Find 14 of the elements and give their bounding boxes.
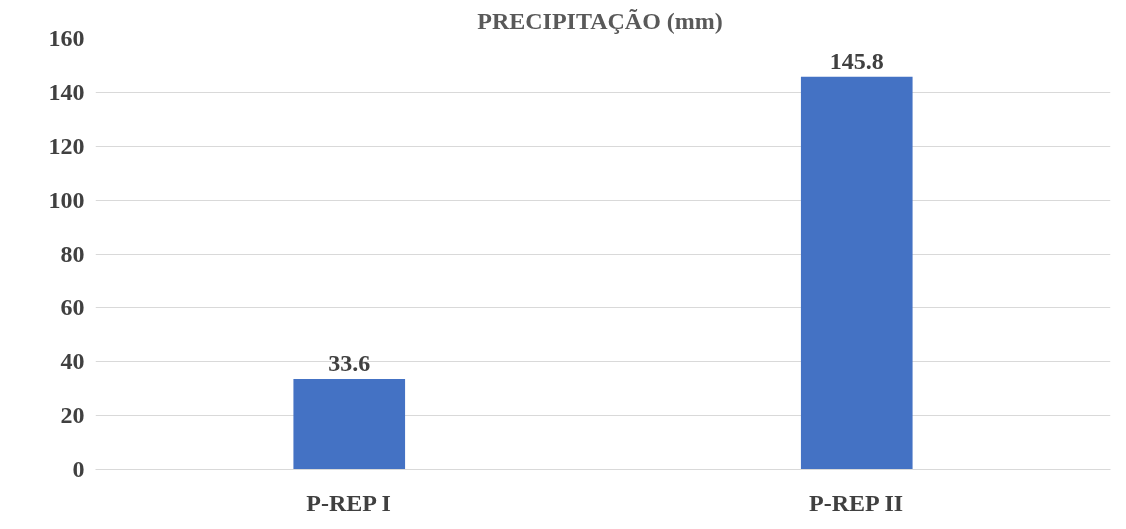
y-tick-label: 140: [48, 78, 85, 105]
y-tick-label: 100: [48, 186, 85, 213]
data-label: 145.8: [829, 47, 884, 74]
y-tick-label: 80: [60, 240, 85, 267]
x-tick-label: P-REP II: [809, 489, 904, 516]
y-tick-label: 20: [60, 402, 85, 429]
y-tick-label: 40: [60, 348, 85, 375]
y-tick-label: 160: [48, 25, 85, 51]
y-tick-label: 0: [72, 456, 85, 482]
chart-title: PRECIPITAÇÃO (mm): [477, 7, 723, 34]
y-tick-label: 120: [48, 132, 85, 159]
y-tick-label: 60: [60, 294, 85, 321]
data-label: 33.6: [328, 349, 371, 376]
x-tick-label: P-REP I: [306, 489, 391, 516]
